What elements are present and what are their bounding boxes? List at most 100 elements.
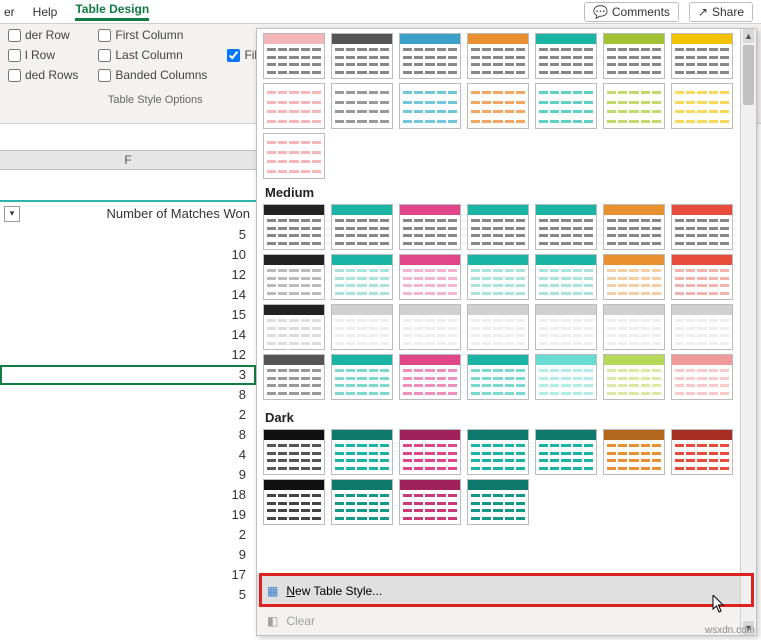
- eraser-icon: ◧: [267, 614, 278, 628]
- cell[interactable]: 9: [0, 545, 256, 565]
- column-header-F[interactable]: F: [0, 150, 256, 170]
- table-style-thumb[interactable]: [263, 354, 325, 400]
- table-style-thumb[interactable]: [331, 83, 393, 129]
- table-style-thumb[interactable]: [671, 204, 733, 250]
- share-label: Share: [712, 5, 744, 19]
- filter-dropdown-icon[interactable]: ▾: [4, 206, 20, 222]
- table-style-thumb[interactable]: [603, 83, 665, 129]
- table-style-thumb[interactable]: [331, 204, 393, 250]
- cell[interactable]: 3: [0, 365, 256, 385]
- table-style-thumb[interactable]: [603, 254, 665, 300]
- table-style-thumb[interactable]: [263, 133, 325, 179]
- cell[interactable]: 14: [0, 285, 256, 305]
- clear-label: Clear: [286, 614, 315, 628]
- gallery-scrollbar[interactable]: ▲ ▼: [740, 29, 756, 635]
- cell[interactable]: 5: [0, 225, 256, 245]
- table-style-thumb[interactable]: [603, 33, 665, 79]
- table-style-thumb[interactable]: [467, 429, 529, 475]
- cell[interactable]: 15: [0, 305, 256, 325]
- table-style-thumb[interactable]: [263, 33, 325, 79]
- table-style-thumb[interactable]: [331, 254, 393, 300]
- chk-banded-rows[interactable]: ded Rows: [8, 68, 78, 82]
- chk-first-column[interactable]: First Column: [98, 28, 207, 42]
- chk-total-row[interactable]: l Row: [8, 48, 78, 62]
- table-style-thumb[interactable]: [467, 33, 529, 79]
- cell[interactable]: 17: [0, 565, 256, 585]
- table-style-thumb[interactable]: [603, 304, 665, 350]
- cell[interactable]: 5: [0, 585, 256, 605]
- chk-last-column[interactable]: Last Column: [98, 48, 207, 62]
- table-style-thumb[interactable]: [467, 83, 529, 129]
- table-style-thumb[interactable]: [399, 204, 461, 250]
- table-style-thumb[interactable]: [603, 429, 665, 475]
- table-style-thumb[interactable]: [331, 354, 393, 400]
- cell[interactable]: 14: [0, 325, 256, 345]
- table-style-thumb[interactable]: [671, 254, 733, 300]
- table-style-thumb[interactable]: [535, 204, 597, 250]
- table-style-thumb[interactable]: [399, 304, 461, 350]
- cell[interactable]: 4: [0, 445, 256, 465]
- table-style-thumb[interactable]: [399, 429, 461, 475]
- table-style-thumb[interactable]: [535, 429, 597, 475]
- scroll-thumb[interactable]: [743, 45, 754, 105]
- table-style-thumb[interactable]: [467, 479, 529, 525]
- table-style-thumb[interactable]: [671, 354, 733, 400]
- table-header-cell[interactable]: ▾ Number of Matches Won: [0, 202, 256, 225]
- table-style-thumb[interactable]: [263, 254, 325, 300]
- table-style-thumb[interactable]: [399, 354, 461, 400]
- table-style-thumb[interactable]: [399, 254, 461, 300]
- menu-item-truncated[interactable]: er: [4, 5, 15, 19]
- table-style-thumb[interactable]: [331, 429, 393, 475]
- watermark: wsxdn.com: [705, 625, 755, 636]
- comment-icon: 💬: [593, 5, 608, 19]
- cell[interactable]: 12: [0, 265, 256, 285]
- table-style-thumb[interactable]: [671, 83, 733, 129]
- scroll-up-arrow[interactable]: ▲: [743, 29, 754, 43]
- table-style-thumb[interactable]: [331, 33, 393, 79]
- table-style-thumb[interactable]: [603, 204, 665, 250]
- section-title-dark: Dark: [265, 410, 734, 425]
- new-table-style-item[interactable]: ▦ New Table Style...: [257, 575, 740, 605]
- clear-item[interactable]: ◧ Clear: [257, 605, 740, 635]
- chk-banded-columns[interactable]: Banded Columns: [98, 68, 207, 82]
- table-style-thumb[interactable]: [399, 479, 461, 525]
- menu-bar: er Help Table Design 💬 Comments ↗ Share: [0, 0, 761, 24]
- cell[interactable]: 12: [0, 345, 256, 365]
- table-style-thumb[interactable]: [603, 354, 665, 400]
- table-style-thumb[interactable]: [467, 354, 529, 400]
- table-style-thumb[interactable]: [331, 304, 393, 350]
- table-style-thumb[interactable]: [399, 83, 461, 129]
- table-style-thumb[interactable]: [331, 479, 393, 525]
- table-style-thumb[interactable]: [671, 429, 733, 475]
- table-style-thumb[interactable]: [263, 479, 325, 525]
- cell[interactable]: 19: [0, 505, 256, 525]
- table-style-thumb[interactable]: [467, 204, 529, 250]
- cell[interactable]: 9: [0, 465, 256, 485]
- cell[interactable]: 18: [0, 485, 256, 505]
- table-style-thumb[interactable]: [671, 304, 733, 350]
- table-style-thumb[interactable]: [263, 304, 325, 350]
- table-style-thumb[interactable]: [535, 354, 597, 400]
- menu-item-table-design[interactable]: Table Design: [75, 2, 149, 21]
- table-style-thumb[interactable]: [263, 83, 325, 129]
- table-style-thumb[interactable]: [467, 254, 529, 300]
- cell[interactable]: 8: [0, 425, 256, 445]
- cell[interactable]: 2: [0, 405, 256, 425]
- table-style-thumb[interactable]: [535, 83, 597, 129]
- cell[interactable]: 8: [0, 385, 256, 405]
- table-style-thumb[interactable]: [671, 33, 733, 79]
- table-style-thumb[interactable]: [535, 304, 597, 350]
- data-cells: 5101214151412382849181929175: [0, 225, 256, 605]
- menu-item-help[interactable]: Help: [33, 5, 58, 19]
- cell[interactable]: 2: [0, 525, 256, 545]
- comments-button[interactable]: 💬 Comments: [584, 2, 679, 22]
- table-style-thumb[interactable]: [263, 429, 325, 475]
- chk-header-row[interactable]: der Row: [8, 28, 78, 42]
- table-style-thumb[interactable]: [535, 254, 597, 300]
- table-style-thumb[interactable]: [535, 33, 597, 79]
- table-style-thumb[interactable]: [467, 304, 529, 350]
- share-button[interactable]: ↗ Share: [689, 2, 753, 22]
- table-style-thumb[interactable]: [263, 204, 325, 250]
- cell[interactable]: 10: [0, 245, 256, 265]
- table-style-thumb[interactable]: [399, 33, 461, 79]
